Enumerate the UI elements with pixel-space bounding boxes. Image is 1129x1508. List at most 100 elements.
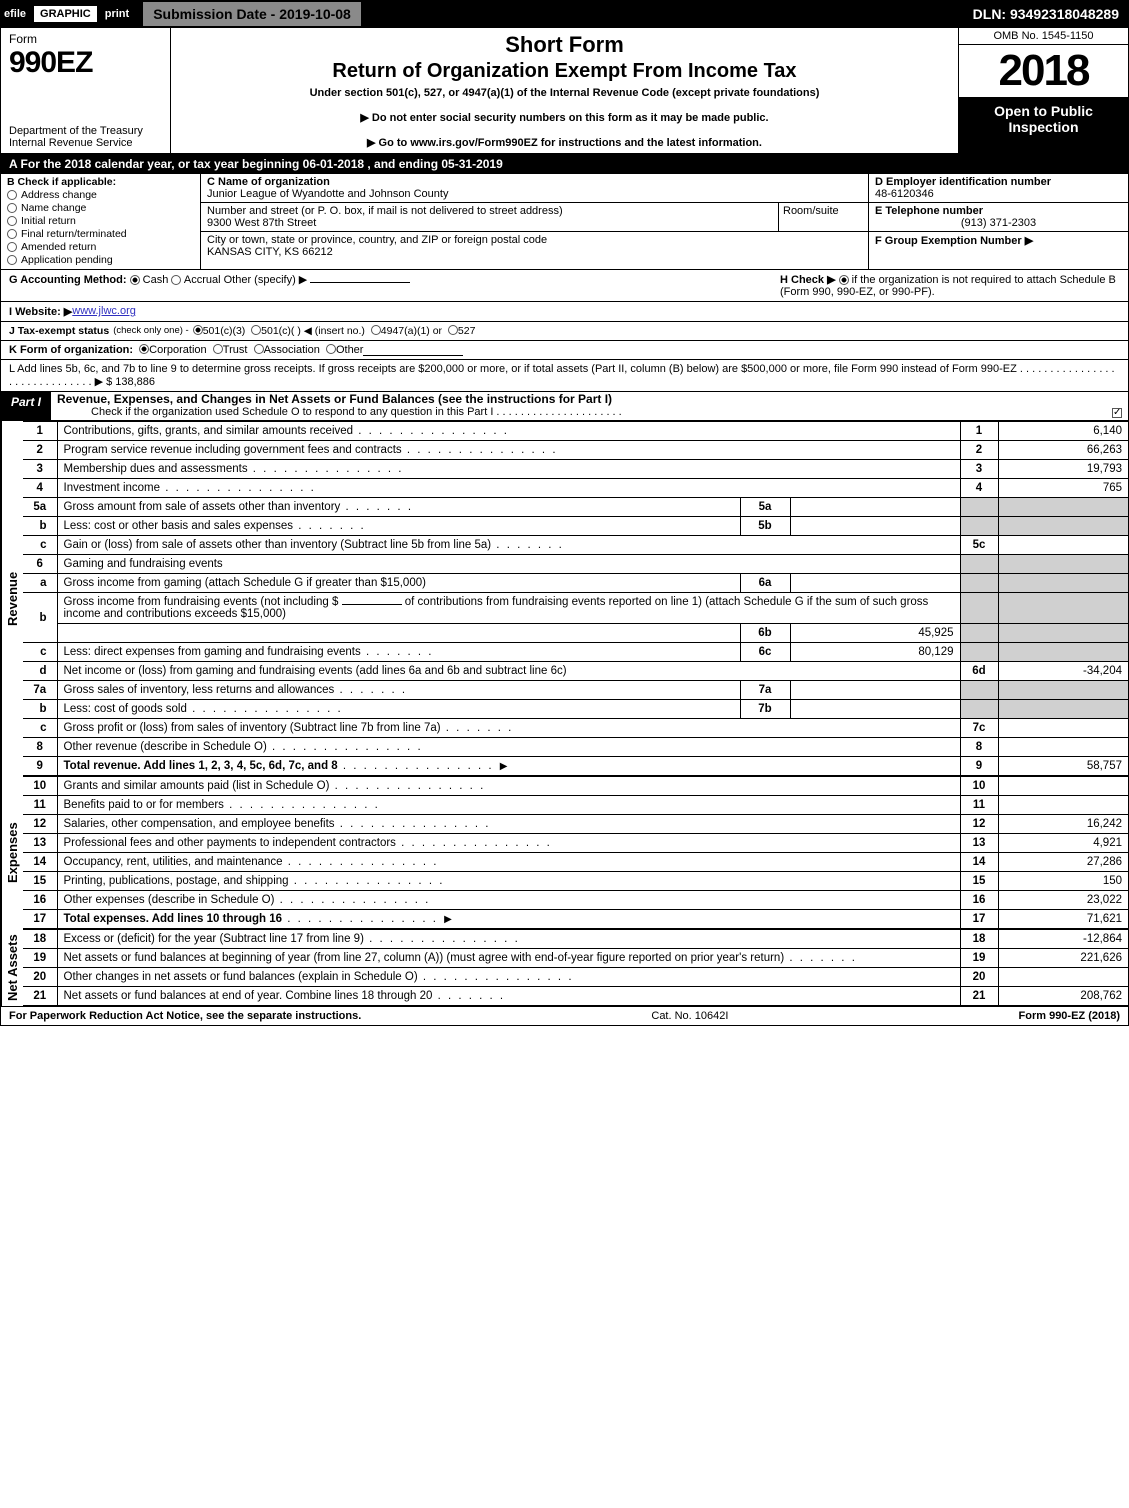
print-link[interactable]: print — [101, 8, 133, 20]
name-change-check[interactable] — [7, 203, 17, 213]
initial-return-check[interactable] — [7, 216, 17, 226]
org-info-block: B Check if applicable: Address change Na… — [0, 174, 1129, 270]
phone-label: E Telephone number — [875, 205, 983, 217]
527-radio[interactable] — [448, 325, 458, 335]
line-7b: bLess: cost of goods sold7b — [23, 700, 1128, 719]
website-label: I Website: ▶ — [9, 305, 72, 318]
4947-label: 4947(a)(1) or — [381, 325, 442, 337]
final-return-label: Final return/terminated — [21, 228, 127, 240]
line-7a: 7aGross sales of inventory, less returns… — [23, 681, 1128, 700]
association-label: Association — [264, 344, 320, 356]
initial-return-label: Initial return — [21, 215, 76, 227]
ein-label: D Employer identification number — [875, 176, 1051, 188]
association-radio[interactable] — [254, 344, 264, 354]
final-return-check[interactable] — [7, 229, 17, 239]
line-17-desc: Total expenses. Add lines 10 through 16 — [64, 913, 283, 925]
form-number: 990EZ — [9, 46, 162, 80]
goto-instructions: ▶ Go to www.irs.gov/Form990EZ for instru… — [181, 136, 948, 149]
group-exemption-label: F Group Exemption Number ▶ — [875, 235, 1033, 247]
line-6b-blank[interactable] — [342, 604, 402, 605]
line-21: 21Net assets or fund balances at end of … — [23, 987, 1128, 1006]
tax-exempt-note: (check only one) - — [113, 325, 189, 337]
header-right: OMB No. 1545-1150 2018 Open to Public In… — [958, 28, 1128, 153]
expenses-table: 10Grants and similar amounts paid (list … — [23, 776, 1128, 929]
expenses-side-label: Expenses — [1, 776, 23, 929]
omb-number: OMB No. 1545-1150 — [959, 28, 1128, 45]
application-pending-label: Application pending — [21, 254, 113, 266]
section-g: G Accounting Method: Cash Accrual Other … — [9, 273, 410, 298]
line-14: 14Occupancy, rent, utilities, and mainte… — [23, 853, 1128, 872]
trust-label: Trust — [223, 344, 248, 356]
form-word: Form — [9, 32, 162, 46]
line-20: 20Other changes in net assets or fund ba… — [23, 968, 1128, 987]
line-3: 3Membership dues and assessments319,793 — [23, 460, 1128, 479]
efile-link[interactable]: efile — [0, 8, 30, 20]
application-pending-check[interactable] — [7, 255, 17, 265]
line-7c: cGross profit or (loss) from sales of in… — [23, 719, 1128, 738]
line-9: 9Total revenue. Add lines 1, 2, 3, 4, 5c… — [23, 757, 1128, 776]
check-applicable-label: B Check if applicable: — [7, 176, 194, 188]
corporation-label: Corporation — [149, 344, 206, 356]
line-10: 10Grants and similar amounts paid (list … — [23, 777, 1128, 796]
part-1-header-row: Part I Revenue, Expenses, and Changes in… — [0, 392, 1129, 421]
website-link[interactable]: www.jlwc.org — [72, 305, 136, 318]
address-change-check[interactable] — [7, 190, 17, 200]
cash-label: Cash — [143, 274, 169, 286]
corporation-radio[interactable] — [139, 344, 149, 354]
501c-radio[interactable] — [251, 325, 261, 335]
city-label: City or town, state or province, country… — [207, 234, 547, 246]
line-6b: bGross income from fundraising events (n… — [23, 593, 1128, 624]
4947-radio[interactable] — [371, 325, 381, 335]
department-label: Department of the Treasury Internal Reve… — [9, 125, 162, 149]
line-18: 18Excess or (deficit) for the year (Subt… — [23, 930, 1128, 949]
row-k: K Form of organization: Corporation Trus… — [0, 341, 1129, 360]
ssn-warning: ▶ Do not enter social security numbers o… — [181, 111, 948, 124]
line-16: 16Other expenses (describe in Schedule O… — [23, 891, 1128, 910]
amended-return-check[interactable] — [7, 242, 17, 252]
open-to-public: Open to Public Inspection — [959, 97, 1128, 153]
line-6b-d1: Gross income from fundraising events (no… — [64, 596, 339, 608]
line-6: 6Gaming and fundraising events — [23, 555, 1128, 574]
submission-date: Submission Date - 2019-10-08 — [143, 2, 361, 26]
address-change-label: Address change — [21, 189, 97, 201]
row-g-h: G Accounting Method: Cash Accrual Other … — [0, 270, 1129, 302]
amended-return-label: Amended return — [21, 241, 96, 253]
line-11: 11Benefits paid to or for members11 — [23, 796, 1128, 815]
other-method-input[interactable] — [310, 282, 410, 283]
trust-radio[interactable] — [213, 344, 223, 354]
501c3-label: 501(c)(3) — [203, 325, 246, 337]
revenue-section: Revenue 1Contributions, gifts, grants, a… — [0, 421, 1129, 776]
street-address: 9300 West 87th Street — [207, 217, 316, 229]
dept-line1: Department of the Treasury — [9, 125, 143, 137]
accrual-label: Accrual — [184, 274, 221, 286]
name-change-label: Name change — [21, 202, 86, 214]
line-19: 19Net assets or fund balances at beginni… — [23, 949, 1128, 968]
501c3-radio[interactable] — [193, 325, 203, 335]
line-13: 13Professional fees and other payments t… — [23, 834, 1128, 853]
cash-radio[interactable] — [130, 275, 140, 285]
row-l: L Add lines 5b, 6c, and 7b to line 9 to … — [0, 360, 1129, 392]
line-5b: bLess: cost or other basis and sales exp… — [23, 517, 1128, 536]
other-org-radio[interactable] — [326, 344, 336, 354]
527-label: 527 — [458, 325, 476, 337]
h-text-2: if the organization is not required to a… — [852, 274, 1116, 286]
line-17: 17Total expenses. Add lines 10 through 1… — [23, 910, 1128, 929]
revenue-table: 1Contributions, gifts, grants, and simil… — [23, 421, 1128, 776]
org-name-label: C Name of organization — [207, 176, 330, 188]
net-assets-side-label: Net Assets — [1, 929, 23, 1006]
dept-line2: Internal Revenue Service — [9, 137, 133, 149]
other-org-label: Other — [336, 344, 364, 356]
line-1: 1Contributions, gifts, grants, and simil… — [23, 422, 1128, 441]
page-footer: For Paperwork Reduction Act Notice, see … — [0, 1007, 1129, 1026]
tax-year-row: A For the 2018 calendar year, or tax yea… — [0, 154, 1129, 174]
schedule-b-check[interactable] — [839, 275, 849, 285]
501c-label: 501(c)( ) ◀ (insert no.) — [261, 325, 365, 337]
room-suite-label: Room/suite — [783, 205, 839, 217]
accrual-radio[interactable] — [171, 275, 181, 285]
paperwork-notice: For Paperwork Reduction Act Notice, see … — [9, 1010, 361, 1022]
form-header: Form 990EZ Department of the Treasury In… — [0, 28, 1129, 154]
line-4: 4Investment income4765 — [23, 479, 1128, 498]
return-title: Return of Organization Exempt From Incom… — [181, 60, 948, 83]
other-org-input[interactable] — [363, 344, 463, 356]
schedule-o-check[interactable] — [1112, 408, 1122, 418]
